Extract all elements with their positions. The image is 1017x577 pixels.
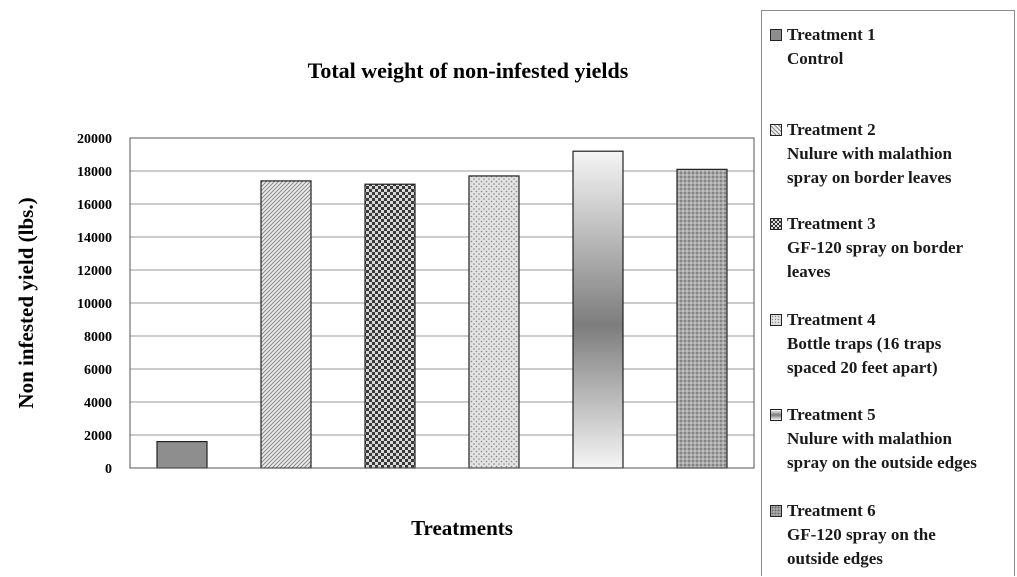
legend-swatch-5 <box>770 409 782 421</box>
legend-item-3: Treatment 3 GF-120 spray on border leave… <box>770 212 1014 284</box>
y-tick-label: 8000 <box>84 330 112 345</box>
legend-swatch-6 <box>770 505 782 517</box>
chart-title: Total weight of non-infested yields <box>308 58 629 83</box>
y-tick-label: 18000 <box>77 165 112 180</box>
legend-item-1: Treatment 1 Control <box>770 23 1014 71</box>
y-tick-label: 6000 <box>84 363 112 378</box>
legend-name-6: Treatment 6 <box>787 501 876 520</box>
legend-name-5: Treatment 5 <box>787 405 876 424</box>
y-tick-label: 0 <box>105 462 112 477</box>
legend-desc-2-line-2: spray on border leaves <box>787 168 952 187</box>
bar-treatment-3 <box>364 183 416 469</box>
legend-desc-3-line-2: leaves <box>787 262 831 281</box>
legend-swatch-2 <box>770 124 782 136</box>
bar-treatment-2 <box>260 180 312 469</box>
legend-swatch-3 <box>770 218 782 230</box>
legend-name-2: Treatment 2 <box>787 120 876 139</box>
legend-desc-1-line-1: Control <box>787 49 844 68</box>
bar-treatment-4 <box>468 175 520 469</box>
y-tick-label: 2000 <box>84 429 112 444</box>
y-tick-label: 10000 <box>77 297 112 312</box>
plot-area-border <box>129 137 755 469</box>
legend-item-2: Treatment 2 Nulure with malathion spray … <box>770 118 1014 190</box>
gridlines <box>130 170 754 436</box>
legend-item-6: Treatment 6 GF-120 spray on the outside … <box>770 499 1014 571</box>
legend-desc-4-line-1: Bottle traps (16 traps <box>787 334 942 353</box>
legend-desc-5-line-2: spray on the outside edges <box>787 453 977 472</box>
legend-name-4: Treatment 4 <box>787 310 876 329</box>
legend: Treatment 1 Control Treatment 2 Nulure w… <box>761 10 1015 576</box>
legend-swatch-4 <box>770 314 782 326</box>
y-tick-label: 12000 <box>77 264 112 279</box>
y-axis-title: Non infested yield (lbs.) <box>14 197 38 408</box>
legend-desc-6-line-1: GF-120 spray on the <box>787 525 936 544</box>
legend-item-4: Treatment 4 Bottle traps (16 traps space… <box>770 308 1014 380</box>
bar-treatment-6 <box>676 168 728 469</box>
legend-desc-6-line-2: outside edges <box>787 549 883 568</box>
bar-treatment-5 <box>572 150 624 469</box>
legend-name-3: Treatment 3 <box>787 214 876 233</box>
y-tick-label: 16000 <box>77 198 112 213</box>
legend-item-5: Treatment 5 Nulure with malathion spray … <box>770 403 1014 475</box>
y-tick-label: 14000 <box>77 231 112 246</box>
bar-treatment-1 <box>156 441 208 469</box>
y-tick-label: 20000 <box>77 132 112 147</box>
legend-name-1: Treatment 1 <box>787 25 876 44</box>
legend-desc-4-line-2: spaced 20 feet apart) <box>787 358 938 377</box>
legend-desc-3-line-1: GF-120 spray on border <box>787 238 964 257</box>
legend-desc-5-line-1: Nulure with malathion <box>787 429 952 448</box>
bars <box>156 150 728 469</box>
y-tick-label: 4000 <box>84 396 112 411</box>
legend-swatch-1 <box>770 29 782 41</box>
x-axis-title: Treatments <box>411 516 513 540</box>
legend-desc-2-line-1: Nulure with malathion <box>787 144 952 163</box>
y-tick-labels: 0 2000 4000 6000 8000 10000 12000 14000 16000 180… <box>77 132 112 477</box>
